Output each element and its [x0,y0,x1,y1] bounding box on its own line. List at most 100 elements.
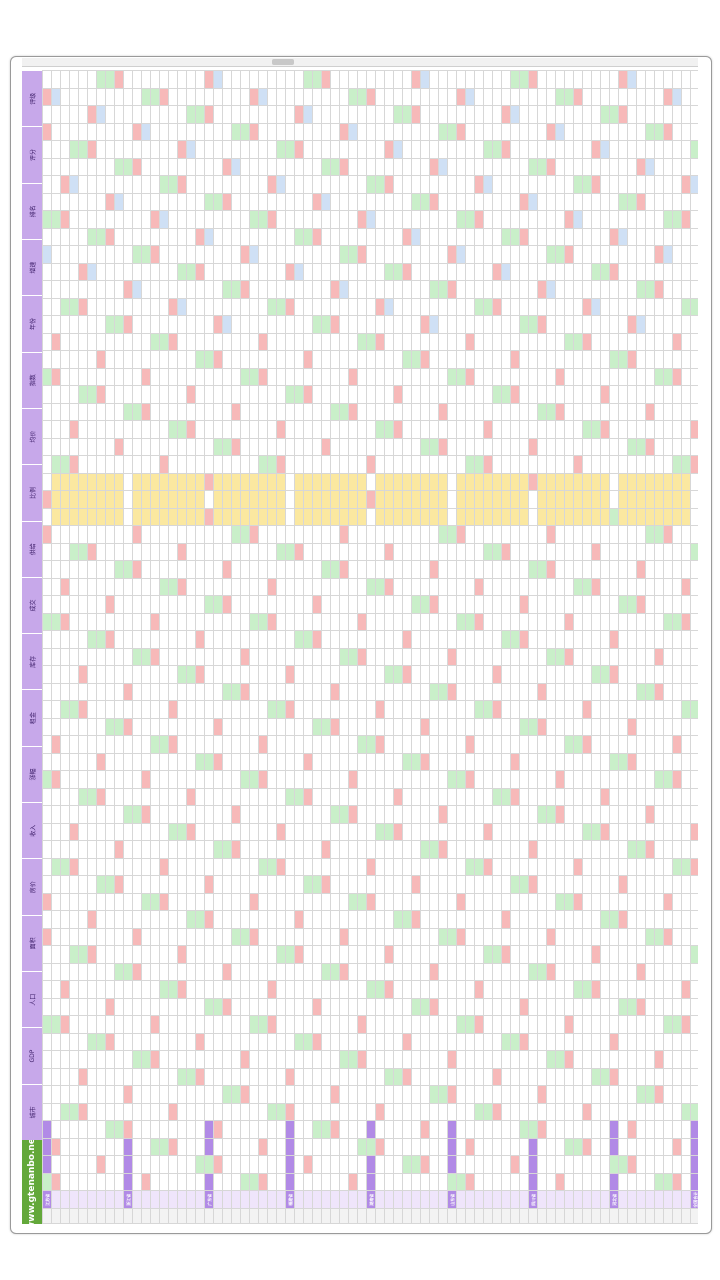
grid-cell[interactable] [682,771,691,789]
grid-cell[interactable] [475,684,484,702]
grid-cell[interactable] [313,911,322,929]
grid-cell[interactable] [196,439,205,457]
grid-cell[interactable] [133,439,142,457]
grid-cell[interactable] [664,579,673,597]
grid-cell[interactable] [205,929,214,947]
grid-cell[interactable] [286,194,295,212]
grid-cell[interactable] [313,1069,322,1087]
grid-cell[interactable] [619,1104,628,1122]
grid-cell[interactable] [457,964,466,982]
grid-cell[interactable] [583,71,592,89]
grid-cell[interactable] [97,124,106,142]
grid-cell[interactable] [133,124,142,142]
grid-cell[interactable] [169,946,178,964]
grid-cell[interactable] [376,579,385,597]
grid-cell[interactable] [610,859,619,877]
grid-cell[interactable] [43,194,52,212]
grid-cell[interactable] [556,1069,565,1087]
grid-cell[interactable] [637,894,646,912]
grid-cell[interactable] [205,894,214,912]
grid-cell[interactable] [142,281,151,299]
grid-cell[interactable] [97,246,106,264]
grid-cell[interactable] [682,526,691,544]
grid-cell[interactable] [412,911,421,929]
grid-cell[interactable] [367,649,376,667]
grid-cell[interactable] [349,334,358,352]
grid-cell[interactable] [547,106,556,124]
grid-cell[interactable] [421,561,430,579]
grid-cell[interactable] [610,194,619,212]
grid-cell[interactable] [79,526,88,544]
grid-cell[interactable] [538,1104,547,1122]
grid-cell[interactable] [241,824,250,842]
grid-cell[interactable] [187,1016,196,1034]
grid-cell[interactable] [412,334,421,352]
grid-cell[interactable] [628,1156,637,1174]
grid-cell[interactable] [655,1104,664,1122]
grid-cell[interactable] [88,981,97,999]
grid-cell[interactable] [448,1104,457,1122]
grid-cell[interactable] [358,176,367,194]
grid-cell[interactable] [187,999,196,1017]
grid-cell[interactable] [403,981,412,999]
grid-cell[interactable] [160,614,169,632]
grid-cell[interactable] [493,1191,502,1209]
grid-cell[interactable] [376,386,385,404]
grid-cell[interactable] [493,124,502,142]
grid-cell[interactable] [214,561,223,579]
grid-cell[interactable] [691,1104,699,1122]
grid-cell[interactable] [97,1051,106,1069]
grid-cell[interactable] [475,631,484,649]
grid-cell[interactable] [664,1104,673,1122]
grid-cell[interactable] [322,544,331,562]
grid-cell[interactable] [682,666,691,684]
grid-cell[interactable] [457,124,466,142]
grid-cell[interactable] [547,71,556,89]
grid-cell[interactable] [475,281,484,299]
grid-cell[interactable] [574,71,583,89]
grid-cell[interactable] [331,316,340,334]
grid-cell[interactable] [142,666,151,684]
grid-cell[interactable] [304,176,313,194]
grid-cell[interactable] [430,456,439,474]
grid-cell[interactable] [331,211,340,229]
grid-cell[interactable] [547,1209,556,1224]
grid-cell[interactable] [367,806,376,824]
grid-cell[interactable] [214,701,223,719]
grid-cell[interactable] [457,194,466,212]
grid-cell[interactable] [232,1069,241,1087]
grid-cell[interactable] [421,141,430,159]
grid-cell[interactable] [61,351,70,369]
grid-cell[interactable] [520,71,529,89]
grid-cell[interactable] [295,264,304,282]
grid-cell[interactable] [637,141,646,159]
grid-cell[interactable] [313,386,322,404]
grid-cell[interactable] [277,1174,286,1192]
grid-cell[interactable] [331,264,340,282]
grid-cell[interactable] [295,824,304,842]
grid-cell[interactable] [403,666,412,684]
grid-cell[interactable] [97,106,106,124]
grid-cell[interactable] [502,736,511,754]
grid-cell[interactable] [529,981,538,999]
grid-cell[interactable] [592,1174,601,1192]
grid-cell[interactable] [268,911,277,929]
grid-cell[interactable] [430,1209,439,1224]
grid-cell[interactable] [250,176,259,194]
province-label[interactable]: 江苏省 [43,1191,52,1209]
grid-cell[interactable] [61,1051,70,1069]
grid-cell[interactable] [178,176,187,194]
grid-cell[interactable] [511,334,520,352]
grid-cell[interactable] [583,736,592,754]
grid-cell[interactable] [322,299,331,317]
grid-cell[interactable] [304,1191,313,1209]
grid-cell[interactable] [439,929,448,947]
grid-cell[interactable] [187,1051,196,1069]
grid-cell[interactable] [88,281,97,299]
grid-cell[interactable] [88,1069,97,1087]
grid-cell[interactable] [637,789,646,807]
grid-cell[interactable] [97,351,106,369]
grid-cell[interactable] [421,754,430,772]
grid-cell[interactable] [277,806,286,824]
grid-cell[interactable] [43,404,52,422]
